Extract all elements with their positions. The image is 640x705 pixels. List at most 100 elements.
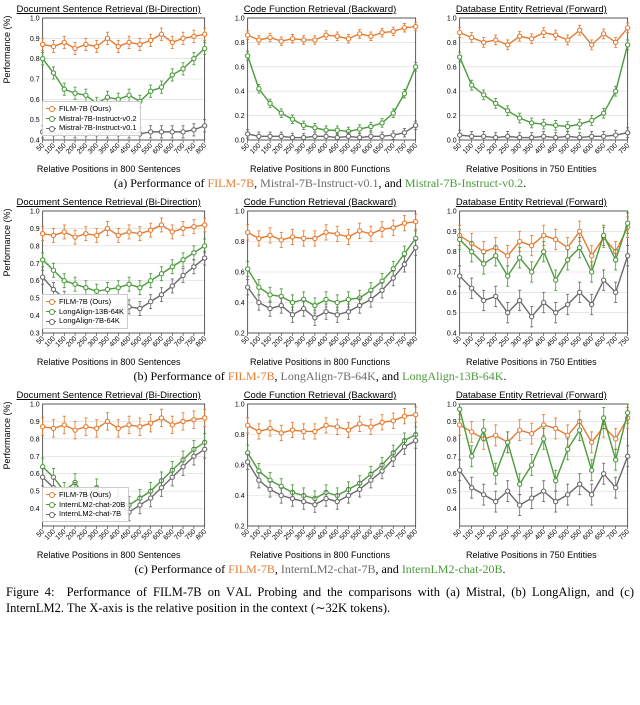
legend-swatch-icon	[46, 321, 56, 322]
svg-text:800: 800	[406, 528, 419, 541]
svg-text:1.0: 1.0	[235, 16, 245, 23]
legend-item: LongAlign-13B-64K	[46, 307, 124, 317]
svg-text:500: 500	[558, 335, 571, 348]
svg-text:650: 650	[594, 528, 607, 541]
chart-panel: Database Entity Retrieval (Forward)0.00.…	[429, 6, 634, 172]
svg-text:0.8: 0.8	[235, 432, 245, 439]
legend-swatch-icon	[46, 108, 56, 109]
legend-swatch-icon	[46, 514, 56, 515]
legend-swatch-icon	[46, 301, 56, 302]
svg-text:350: 350	[305, 335, 318, 348]
chart-panel: Code Function Retrieval (Backward)0.00.2…	[217, 6, 422, 172]
svg-text:250: 250	[283, 335, 296, 348]
chart-panel: Document Sentence Retrieval (Bi-Directio…	[6, 392, 211, 558]
svg-text:800: 800	[406, 142, 419, 155]
svg-text:1.0: 1.0	[30, 402, 40, 409]
svg-text:400: 400	[534, 528, 547, 541]
svg-text:550: 550	[570, 528, 583, 541]
svg-text:0.4: 0.4	[30, 138, 40, 145]
legend-item: FILM-7B (Ours)	[46, 297, 124, 307]
svg-text:0.8: 0.8	[235, 40, 245, 47]
x-axis-label: Relative Positions in 750 Entities	[429, 164, 634, 174]
svg-text:600: 600	[361, 335, 374, 348]
panel-title: Code Function Retrieval (Backward)	[217, 390, 422, 401]
svg-text:0.5: 0.5	[30, 296, 40, 303]
svg-text:400: 400	[534, 335, 547, 348]
svg-text:150: 150	[474, 335, 487, 348]
svg-text:1.0: 1.0	[30, 209, 40, 216]
row-b-caption: (b) Performance of FILM-7B, LongAlign-7B…	[6, 369, 634, 384]
svg-text:0.8: 0.8	[447, 40, 457, 47]
svg-text:700: 700	[606, 335, 619, 348]
svg-text:0.9: 0.9	[447, 229, 457, 236]
svg-text:400: 400	[317, 142, 330, 155]
svg-text:250: 250	[498, 528, 511, 541]
svg-text:350: 350	[522, 528, 535, 541]
svg-text:550: 550	[350, 335, 363, 348]
svg-text:0.2: 0.2	[235, 524, 245, 531]
svg-text:0.9: 0.9	[30, 226, 40, 233]
svg-text:150: 150	[474, 142, 487, 155]
svg-text:700: 700	[384, 335, 397, 348]
svg-text:1.0: 1.0	[447, 209, 457, 216]
svg-text:1.0: 1.0	[30, 16, 40, 23]
svg-text:300: 300	[510, 142, 523, 155]
svg-text:150: 150	[261, 528, 274, 541]
x-axis-label: Relative Positions in 750 Entities	[429, 550, 634, 560]
svg-text:450: 450	[328, 528, 341, 541]
svg-text:100: 100	[249, 142, 262, 155]
svg-text:600: 600	[582, 528, 595, 541]
svg-text:0.4: 0.4	[235, 300, 245, 307]
svg-text:0.9: 0.9	[30, 419, 40, 426]
svg-text:300: 300	[294, 528, 307, 541]
svg-text:750: 750	[395, 528, 408, 541]
svg-text:150: 150	[261, 335, 274, 348]
panel-title: Document Sentence Retrieval (Bi-Directio…	[6, 197, 211, 208]
row-a-caption: (a) Performance of FILM-7B, Mistral-7B-I…	[6, 176, 634, 191]
chart-panel: Document Sentence Retrieval (Bi-Directio…	[6, 6, 211, 172]
svg-text:600: 600	[582, 335, 595, 348]
x-axis-label: Relative Positions in 800 Functions	[217, 550, 422, 560]
svg-text:300: 300	[510, 528, 523, 541]
svg-text:100: 100	[462, 528, 475, 541]
svg-text:0.8: 0.8	[30, 243, 40, 250]
svg-text:150: 150	[474, 528, 487, 541]
legend-item: Mistral-7B-Instruct-v0.1	[46, 123, 137, 133]
svg-text:1.0: 1.0	[447, 402, 457, 409]
svg-text:0.2: 0.2	[235, 331, 245, 338]
svg-text:700: 700	[384, 142, 397, 155]
svg-text:450: 450	[546, 335, 559, 348]
svg-text:100: 100	[249, 528, 262, 541]
svg-text:500: 500	[558, 142, 571, 155]
svg-text:0.5: 0.5	[447, 489, 457, 496]
svg-text:0.6: 0.6	[447, 64, 457, 71]
svg-text:0.4: 0.4	[235, 493, 245, 500]
svg-text:350: 350	[522, 142, 535, 155]
svg-text:550: 550	[350, 528, 363, 541]
svg-text:0.0: 0.0	[235, 138, 245, 145]
svg-text:0.5: 0.5	[447, 310, 457, 317]
legend-label: FILM-7B (Ours)	[59, 297, 111, 307]
x-axis-label: Relative Positions in 800 Sentences	[6, 164, 211, 174]
legend-item: LongAlign-7B-64K	[46, 316, 124, 326]
panel-title: Database Entity Retrieval (Forward)	[429, 390, 634, 401]
legend-swatch-icon	[46, 494, 56, 495]
svg-text:0.6: 0.6	[235, 270, 245, 277]
legend-item: InternLM2-chat-7B	[46, 509, 125, 519]
svg-text:250: 250	[283, 142, 296, 155]
svg-text:0.0: 0.0	[447, 138, 457, 145]
svg-text:0.6: 0.6	[235, 64, 245, 71]
row-c-grid: Document Sentence Retrieval (Bi-Directio…	[6, 392, 634, 558]
legend-item: InternLM2-chat-20B	[46, 500, 125, 510]
svg-text:800: 800	[195, 528, 208, 541]
svg-text:0.8: 0.8	[30, 436, 40, 443]
svg-text:0.4: 0.4	[30, 506, 40, 513]
svg-text:550: 550	[570, 335, 583, 348]
svg-text:750: 750	[618, 528, 631, 541]
svg-text:1.0: 1.0	[447, 16, 457, 23]
svg-text:0.2: 0.2	[447, 113, 457, 120]
svg-text:200: 200	[272, 142, 285, 155]
svg-text:1.0: 1.0	[235, 402, 245, 409]
svg-text:200: 200	[272, 528, 285, 541]
y-axis-label: Performance (%)	[2, 401, 12, 469]
